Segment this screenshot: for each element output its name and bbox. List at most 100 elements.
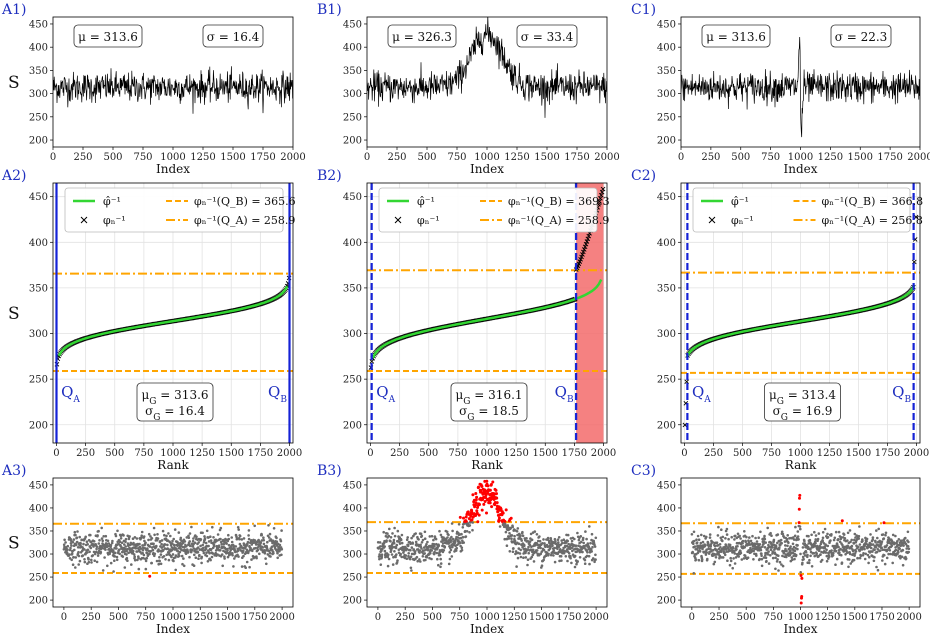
legend — [692, 187, 911, 233]
x-tick-label: 1750 — [562, 448, 587, 459]
inlier-point — [780, 541, 783, 545]
inlier-point — [581, 550, 584, 554]
inlier-point — [557, 545, 561, 548]
inlier-point — [830, 549, 833, 552]
inlier-point — [763, 534, 766, 538]
inlier-point — [149, 535, 152, 538]
outlier-point — [476, 520, 480, 524]
inlier-point — [789, 545, 792, 548]
y-tick-label: 250 — [657, 112, 676, 123]
inlier-point — [220, 542, 223, 546]
inlier-point — [156, 533, 159, 536]
inlier-point — [904, 557, 908, 560]
inlier-point — [884, 531, 888, 535]
inlier-point — [846, 531, 850, 535]
inlier-point — [77, 554, 81, 558]
inlier-point — [70, 552, 74, 555]
inlier-point — [793, 534, 797, 538]
fit-std-label: σG = 16.4 — [145, 404, 205, 423]
inlier-point — [825, 548, 828, 552]
inlier-point — [400, 555, 404, 559]
inlier-point — [77, 563, 80, 566]
inlier-point — [806, 545, 810, 549]
inlier-point — [556, 547, 559, 551]
inlier-point — [208, 552, 211, 555]
inlier-point — [196, 546, 200, 549]
inlier-point — [521, 530, 524, 534]
inlier-point — [583, 562, 587, 565]
inlier-point — [593, 560, 596, 564]
inlier-point — [821, 531, 825, 534]
inlier-point — [539, 546, 542, 550]
outlier-point — [798, 496, 801, 500]
inlier-point — [798, 525, 802, 528]
x-axis-label: Index — [783, 622, 817, 635]
inlier-point — [850, 538, 853, 542]
inlier-point — [730, 535, 733, 539]
x-tick-label: 750 — [450, 612, 469, 623]
inlier-point — [378, 557, 381, 561]
inlier-point — [774, 567, 777, 571]
inlier-point — [777, 554, 780, 557]
inlier-point — [460, 546, 464, 549]
inlier-point — [594, 553, 597, 557]
outlier-point — [458, 515, 462, 519]
inlier-point — [415, 555, 419, 559]
inlier-point — [503, 537, 507, 541]
inlier-point — [185, 545, 188, 548]
inlier-point — [92, 540, 96, 543]
inlier-point — [435, 551, 439, 555]
inlier-point — [115, 547, 118, 550]
y-tick-label: 200 — [343, 136, 362, 147]
inlier-point — [699, 541, 703, 545]
inlier-point — [420, 547, 423, 550]
inlier-point — [109, 561, 113, 565]
inlier-point — [263, 552, 267, 555]
inlier-point — [380, 553, 384, 556]
inlier-point — [538, 539, 542, 543]
inlier-point — [859, 554, 863, 558]
inlier-point — [227, 533, 230, 537]
x-tick-label: 1750 — [875, 448, 900, 459]
inlier-point — [124, 545, 127, 548]
x-tick-label: 2000 — [277, 448, 302, 459]
inlier-point — [416, 559, 420, 563]
inlier-point — [869, 546, 873, 550]
inlier-point — [873, 555, 876, 559]
inlier-point — [703, 544, 707, 548]
inlier-point — [104, 548, 107, 551]
inlier-point — [867, 543, 870, 547]
inlier-point — [419, 532, 423, 536]
inlier-point — [417, 538, 420, 541]
series-line — [367, 17, 607, 118]
inlier-point — [814, 541, 817, 545]
inlier-point — [839, 547, 842, 551]
inlier-point — [853, 552, 857, 555]
panel-c1: C1) μ = 313.6 σ = 22.3 0 250 500 750 1000 1250 15… — [631, 2, 930, 176]
inlier-point — [863, 544, 866, 547]
y-tick-label: 200 — [657, 596, 676, 607]
inlier-point — [101, 539, 104, 543]
inlier-point — [748, 536, 751, 539]
plot-area — [53, 183, 293, 443]
inlier-point — [376, 541, 380, 544]
std-label: σ = 16.4 — [207, 30, 260, 44]
inlier-point — [103, 556, 106, 559]
inlier-point — [382, 530, 386, 534]
fit-mean-label: μG = 313.6 — [141, 388, 208, 407]
panel-a3: A3) 0 250 500 750 1000 1250 1500 1750 2000 200 250 3… — [1, 463, 295, 635]
x-tick-label: 2000 — [591, 448, 616, 459]
inlier-point — [436, 557, 439, 561]
mean-box — [73, 24, 143, 48]
inlier-point — [797, 538, 800, 541]
inlier-point — [209, 535, 212, 538]
inlier-point — [890, 544, 894, 547]
inlier-point — [577, 538, 581, 542]
inlier-point — [280, 529, 283, 532]
inlier-point — [901, 549, 905, 552]
inlier-point — [789, 549, 792, 552]
inlier-point — [86, 548, 90, 552]
inlier-point — [543, 542, 546, 545]
inlier-point — [579, 535, 583, 538]
inlier-point — [268, 551, 272, 555]
